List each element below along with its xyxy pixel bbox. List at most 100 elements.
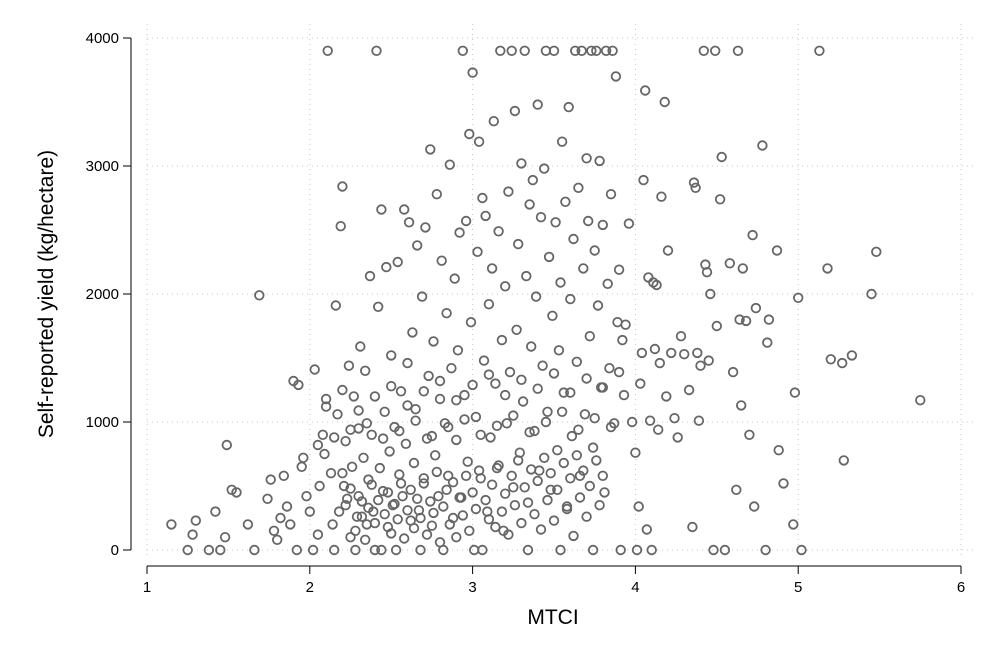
data-point xyxy=(470,503,482,515)
data-point xyxy=(416,291,428,302)
data-point xyxy=(615,544,626,556)
data-point xyxy=(607,45,618,57)
data-point xyxy=(760,544,771,556)
data-point xyxy=(395,386,407,397)
data-point xyxy=(556,406,568,418)
data-point xyxy=(407,327,418,338)
data-point xyxy=(491,420,503,432)
data-point xyxy=(587,442,599,453)
data-point xyxy=(602,278,613,290)
data-point xyxy=(210,506,221,517)
data-point xyxy=(633,501,644,512)
data-point xyxy=(535,211,547,223)
data-point xyxy=(740,315,752,327)
data-point xyxy=(698,45,710,57)
data-point xyxy=(539,452,550,464)
data-point xyxy=(356,496,368,507)
data-point xyxy=(620,319,631,330)
data-point xyxy=(403,217,415,228)
data-point xyxy=(345,483,356,494)
data-point xyxy=(460,215,472,227)
data-point xyxy=(825,354,837,365)
data-point xyxy=(589,413,600,424)
data-point xyxy=(573,182,584,194)
data-point xyxy=(641,524,653,535)
data-point xyxy=(312,439,324,451)
data-point xyxy=(653,424,664,435)
data-point xyxy=(221,439,233,451)
data-point xyxy=(496,334,508,346)
data-point xyxy=(591,45,602,57)
data-point xyxy=(338,480,350,492)
data-point xyxy=(732,45,744,57)
data-point xyxy=(390,544,402,556)
data-point xyxy=(714,194,726,205)
data-point xyxy=(631,544,643,556)
data-point xyxy=(377,433,389,444)
data-point xyxy=(555,544,566,556)
data-point xyxy=(623,218,635,229)
y-tick-label: 0 xyxy=(111,542,119,559)
data-point xyxy=(561,503,573,515)
data-point xyxy=(716,151,727,163)
data-point xyxy=(662,245,674,256)
data-point xyxy=(281,501,293,512)
data-point xyxy=(509,500,521,511)
data-point xyxy=(203,544,215,556)
x-tick-label: 1 xyxy=(143,579,151,596)
data-point xyxy=(451,434,462,446)
data-point xyxy=(568,530,579,542)
data-point xyxy=(351,511,363,522)
data-point xyxy=(399,533,410,544)
y-tick-label: 1000 xyxy=(86,414,119,431)
data-point xyxy=(519,45,530,57)
data-point xyxy=(822,263,833,274)
data-point xyxy=(788,519,799,530)
x-tick-label: 4 xyxy=(631,579,639,596)
data-point xyxy=(581,153,592,164)
data-point xyxy=(705,288,716,300)
data-point xyxy=(392,256,403,268)
data-point xyxy=(473,465,485,476)
data-point xyxy=(478,355,490,366)
data-point xyxy=(459,389,470,401)
data-point xyxy=(358,452,369,464)
data-point xyxy=(346,461,358,473)
data-point xyxy=(314,480,325,492)
data-point xyxy=(610,71,622,82)
data-point xyxy=(386,350,397,361)
data-point xyxy=(796,544,807,556)
data-point xyxy=(493,460,504,471)
data-point xyxy=(345,532,356,543)
data-point xyxy=(486,479,498,490)
data-point xyxy=(548,45,560,57)
data-point xyxy=(568,233,579,245)
data-point xyxy=(542,406,553,418)
data-point xyxy=(298,452,309,464)
data-point xyxy=(426,430,438,442)
data-point xyxy=(343,360,355,371)
data-point xyxy=(278,470,290,482)
data-point xyxy=(451,532,462,543)
data-point xyxy=(477,544,488,556)
data-point xyxy=(441,308,452,319)
data-point xyxy=(394,469,405,480)
data-point xyxy=(524,199,535,210)
data-point xyxy=(483,369,495,380)
data-point xyxy=(763,314,775,325)
data-point xyxy=(410,404,421,415)
data-point xyxy=(701,267,713,278)
data-point xyxy=(350,544,361,556)
data-point xyxy=(421,529,433,540)
data-point xyxy=(436,255,447,266)
data-point xyxy=(384,446,395,457)
data-point xyxy=(535,524,547,535)
data-point xyxy=(291,544,303,556)
data-point xyxy=(361,418,373,429)
data-point xyxy=(268,525,280,537)
data-point xyxy=(503,186,514,197)
data-point xyxy=(408,523,420,534)
data-point xyxy=(543,251,555,263)
data-point xyxy=(477,192,488,204)
data-point xyxy=(320,393,332,405)
